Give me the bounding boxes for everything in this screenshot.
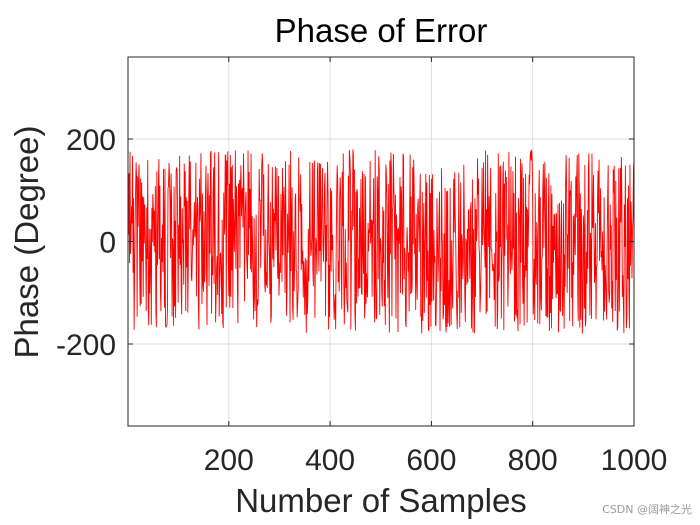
y-tick-label: 0	[99, 227, 116, 260]
plot-area	[127, 56, 635, 427]
watermark: CSDN @阔神之光	[602, 503, 692, 516]
y-tick-label: 200	[66, 124, 116, 157]
y-tick-labels: -200 0 200	[56, 124, 116, 362]
y-axis-title: Phase (Degree)	[8, 126, 45, 359]
x-tick-label: 1000	[601, 444, 668, 477]
x-tick-label: 800	[508, 444, 558, 477]
tick-marks	[128, 57, 635, 426]
x-tick-label: 400	[305, 444, 355, 477]
x-axis-title: Number of Samples	[235, 482, 527, 519]
phase-error-line	[127, 149, 635, 334]
x-tick-label: 200	[204, 444, 254, 477]
x-tick-labels: 200 400 600 800 1000	[204, 444, 668, 477]
x-tick-label: 600	[406, 444, 456, 477]
series-line	[127, 149, 635, 334]
y-tick-label: -200	[56, 329, 116, 362]
chart-title: Phase of Error	[275, 12, 488, 49]
